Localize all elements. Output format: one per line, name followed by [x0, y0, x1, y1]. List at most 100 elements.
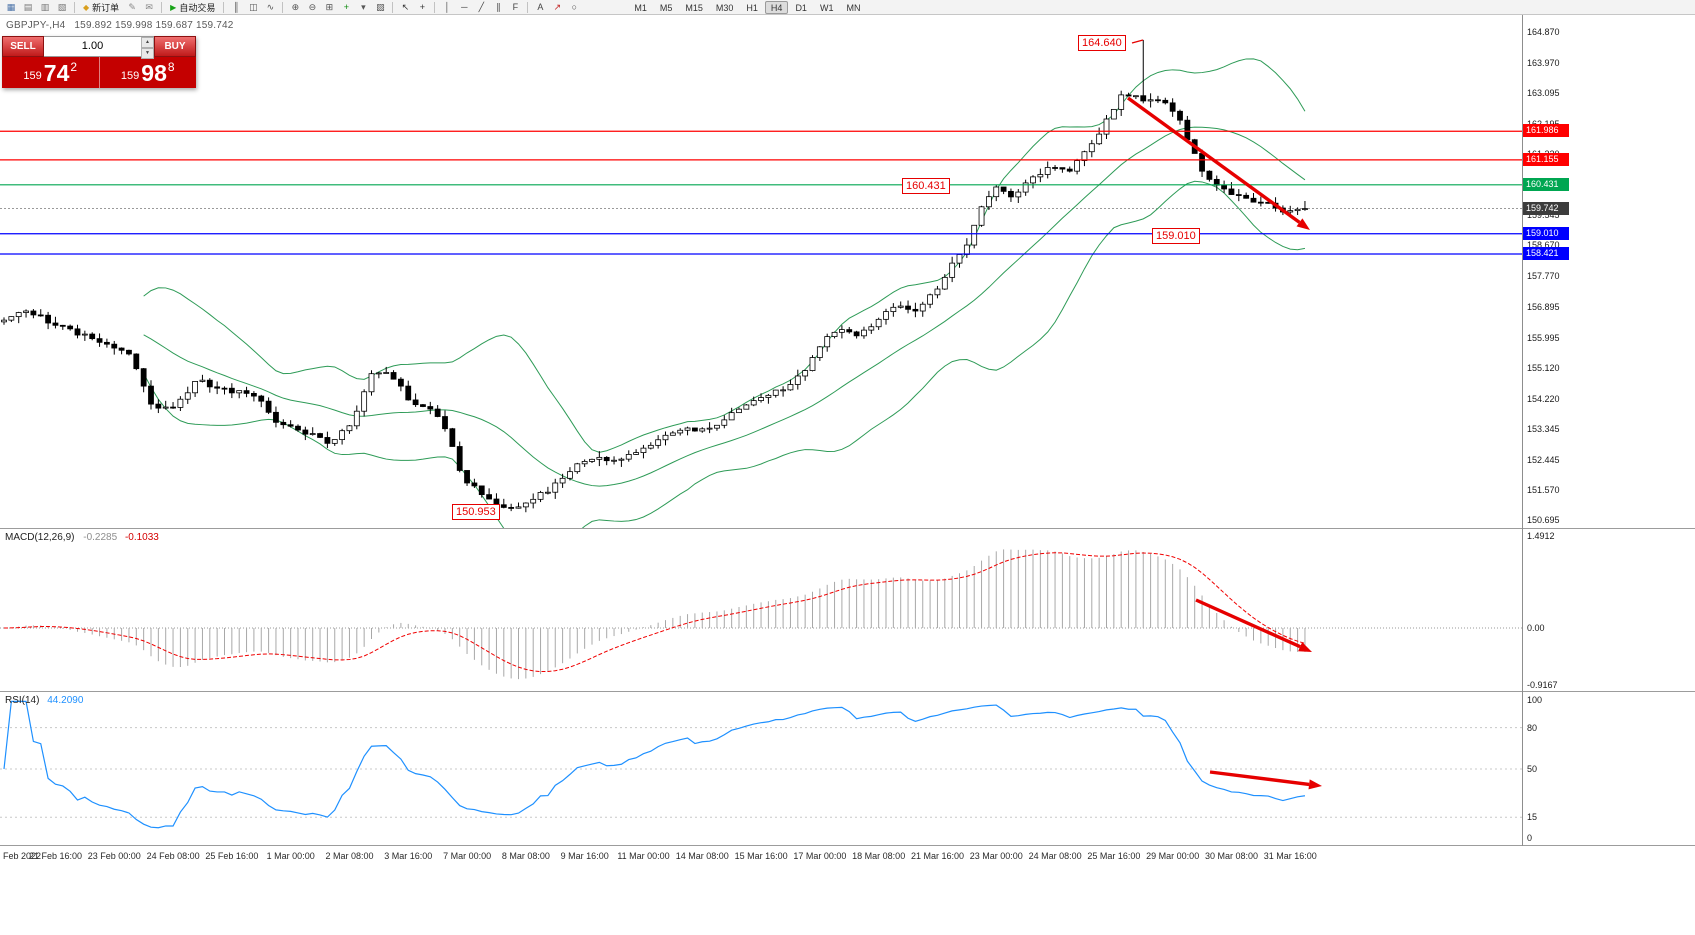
sell-price-pip: 2 [70, 59, 78, 74]
price-scale[interactable]: 164.870163.970163.095162.195161.320160.4… [1523, 0, 1695, 935]
ohlc-values: 159.892 159.998 159.687 159.742 [74, 20, 234, 31]
timeframe-h4[interactable]: H4 [764, 0, 789, 14]
time-axis[interactable]: Feb 2022 21 Feb 16:00 23 Feb 00:00 24 Feb 0… [0, 847, 1522, 871]
fibonacci-icon[interactable]: F [512, 1, 519, 12]
tile-windows-icon[interactable]: ⊞ [325, 1, 334, 12]
autotrading-button[interactable]: ▶ 自动交易 [166, 1, 219, 14]
zoom-in-icon[interactable]: ⊕ [291, 1, 300, 12]
rsi-indicator-canvas[interactable] [0, 692, 1522, 845]
cursor-icon[interactable]: ↖ [401, 1, 410, 12]
profiles-icon[interactable]: ▤ [23, 1, 33, 12]
time-label: 21 Mar 16:00 [910, 851, 965, 861]
sell-price-display[interactable]: 159 74 2 [2, 57, 100, 88]
price-badge: 158.421 [1523, 247, 1569, 261]
buy-button[interactable]: BUY [154, 36, 196, 57]
price-tick: 159.545 [1527, 210, 1560, 221]
new-order-button[interactable]: ◆ 新订单 [79, 1, 123, 14]
navigator-icon[interactable]: ▧ [57, 1, 67, 12]
price-annotation[interactable]: 160.431 [902, 178, 950, 194]
chart-title: GBPJPY-,H4 159.892 159.998 159.687 159.7… [6, 20, 234, 31]
rsi-axis-label: 50 [1527, 764, 1538, 774]
price-tick: 157.770 [1527, 271, 1560, 282]
volume-value[interactable]: 1.00 [81, 40, 104, 52]
rsi-axis-label: 0 [1527, 833, 1533, 843]
bar-chart-icon[interactable]: ║ [233, 1, 240, 12]
timeframe-w1[interactable]: W1 [819, 2, 834, 13]
text-icon[interactable]: A [537, 1, 544, 12]
metaeditor-icon[interactable]: ✎ [128, 1, 136, 12]
price-scale-divider [1522, 15, 1523, 846]
buy-price-display[interactable]: 159 98 8 [100, 57, 197, 88]
price-tick: 163.095 [1527, 88, 1560, 99]
panel-splitter-rsi[interactable] [0, 691, 1695, 692]
shapes-icon[interactable]: ○ [571, 1, 578, 12]
volume-increase-button[interactable]: ▲ [141, 37, 154, 48]
price-tick: 163.970 [1527, 57, 1560, 68]
price-tick: 156.895 [1527, 301, 1560, 312]
trendline-icon[interactable]: ╱ [478, 1, 485, 12]
price-tick: 164.870 [1527, 27, 1560, 37]
time-axis-divider [0, 845, 1695, 846]
timeframe-m30[interactable]: M30 [715, 2, 734, 13]
timeframe-m15[interactable]: M15 [685, 2, 703, 13]
time-label: 1 Mar 00:00 [266, 851, 315, 861]
timeframe-h1[interactable]: H1 [746, 2, 758, 13]
periods-icon[interactable]: ▾ [361, 1, 366, 12]
line-chart-icon[interactable]: ∿ [266, 1, 275, 12]
autotrading-icon: ▶ [170, 2, 177, 12]
price-tick: 150.695 [1527, 515, 1560, 525]
price-tick: 162.195 [1527, 119, 1560, 129]
price-annotation[interactable]: 159.010 [1152, 228, 1200, 244]
volume-input[interactable]: 1.00 ▲ ▼ [44, 36, 154, 59]
panel-splitter-macd[interactable] [0, 528, 1695, 529]
channel-icon[interactable]: ∥ [496, 1, 501, 12]
arrow-tool-icon[interactable]: ↗ [553, 1, 562, 12]
price-annotation[interactable]: 150.953 [452, 504, 500, 520]
price-badge: 160.431 [1523, 177, 1569, 191]
toolbar-spacer [583, 7, 609, 8]
indicators-icon[interactable]: + [343, 1, 349, 12]
timeframe-d1[interactable]: D1 [795, 2, 807, 13]
time-label: 23 Feb 00:00 [87, 851, 141, 861]
price-tick: 151.570 [1527, 484, 1560, 495]
price-tick: 155.120 [1527, 362, 1560, 373]
time-label: 8 Mar 08:00 [501, 851, 550, 861]
crosshair-icon[interactable]: + [419, 1, 425, 12]
price-badge: 159.742 [1523, 201, 1569, 215]
price-tick: 158.670 [1527, 240, 1560, 251]
time-label: 29 Mar 00:00 [1146, 851, 1200, 861]
market-watch-icon[interactable]: ▥ [40, 1, 50, 12]
timeframe-mn[interactable]: MN [846, 2, 861, 13]
timeframe-m1[interactable]: M1 [634, 2, 647, 13]
main-chart-canvas[interactable] [0, 15, 1522, 528]
symbol-period-label: GBPJPY-,H4 [6, 20, 66, 31]
autotrading-button-label: 自动交易 [179, 2, 216, 13]
mail-icon[interactable]: ✉ [145, 1, 153, 12]
macd-main-value: -0.2285 [83, 532, 118, 543]
timeframe-switcher: M1 M5 M15 M30 H1 H4 D1 W1 MN [628, 0, 866, 14]
time-label: 18 Mar 08:00 [852, 851, 906, 861]
price-annotation[interactable]: 164.640 [1078, 35, 1126, 51]
time-label: 30 Mar 08:00 [1204, 851, 1259, 861]
templates-icon[interactable]: ▨ [376, 1, 385, 12]
new-chart-icon[interactable]: ▦ [6, 1, 16, 12]
volume-decrease-button[interactable]: ▼ [141, 48, 154, 59]
candlestick-chart-icon[interactable]: ◫ [249, 1, 258, 12]
price-badge: 161.986 [1523, 124, 1569, 138]
toolbar-separator [527, 1, 529, 13]
zoom-out-icon[interactable]: ⊖ [308, 1, 317, 12]
macd-indicator-canvas[interactable] [0, 530, 1522, 690]
time-label: 21 Feb 16:00 [28, 851, 83, 861]
time-label: 3 Mar 16:00 [384, 851, 433, 861]
vertical-line-icon[interactable]: │ [444, 1, 451, 12]
rsi-name: RSI(14) [5, 695, 40, 706]
macd-axis-label: -0.9167 [1527, 679, 1558, 690]
rsi-value: 44.2090 [47, 695, 84, 706]
rsi-label: RSI(14) 44.2090 [5, 695, 83, 706]
timeframe-m5[interactable]: M5 [659, 2, 673, 13]
time-label: 25 Feb 16:00 [205, 851, 259, 861]
macd-signal-value: -0.1033 [124, 532, 159, 543]
horizontal-line-icon[interactable]: ─ [461, 1, 468, 12]
sell-button[interactable]: SELL [2, 36, 44, 57]
